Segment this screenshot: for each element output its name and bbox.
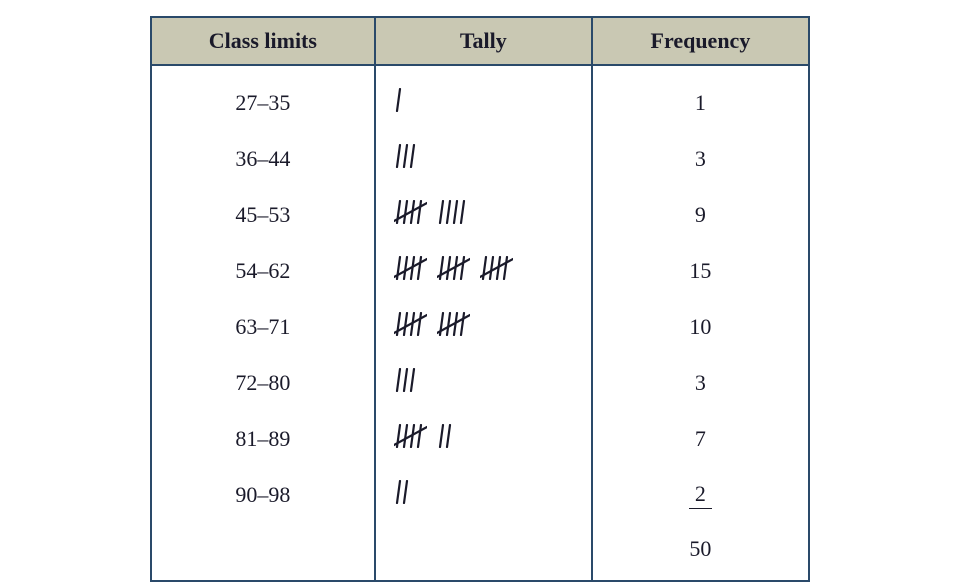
- tally-marks: [394, 368, 420, 392]
- table-row: 27–35 1: [151, 65, 809, 131]
- header-class-limits: Class limits: [151, 17, 375, 65]
- tally-marks: [394, 88, 406, 112]
- class-limits-cell: 72–80: [151, 355, 375, 411]
- empty-cell: [151, 523, 375, 581]
- tally-marks: [394, 312, 470, 336]
- table-row: 36–44 3: [151, 131, 809, 187]
- class-limits-cell: 90–98: [151, 467, 375, 523]
- tally-cell: [375, 411, 592, 467]
- table-row: 54–62 15: [151, 243, 809, 299]
- tally-cell: [375, 243, 592, 299]
- tally-cell: [375, 355, 592, 411]
- frequency-cell: 10: [592, 299, 809, 355]
- class-limits-cell: 45–53: [151, 187, 375, 243]
- table-total-row: 50: [151, 523, 809, 581]
- frequency-cell: 3: [592, 355, 809, 411]
- frequency-value-underlined: 2: [689, 481, 712, 509]
- table-row: 45–53 9: [151, 187, 809, 243]
- table-row: 63–71 10: [151, 299, 809, 355]
- header-tally: Tally: [375, 17, 592, 65]
- empty-cell: [375, 523, 592, 581]
- frequency-total-cell: 50: [592, 523, 809, 581]
- frequency-table: Class limits Tally Frequency 27–35136–44…: [150, 16, 810, 582]
- class-limits-cell: 27–35: [151, 65, 375, 131]
- tally-marks: [394, 256, 513, 280]
- class-limits-cell: 81–89: [151, 411, 375, 467]
- frequency-cell: 15: [592, 243, 809, 299]
- table-body: 27–35136–44345–53954–621563–711072–80381…: [151, 65, 809, 581]
- frequency-cell: 1: [592, 65, 809, 131]
- tally-marks: [394, 424, 456, 448]
- table-row: 81–89 7: [151, 411, 809, 467]
- table-row: 90–98 2: [151, 467, 809, 523]
- frequency-cell: 3: [592, 131, 809, 187]
- class-limits-cell: 63–71: [151, 299, 375, 355]
- tally-cell: [375, 187, 592, 243]
- tally-marks: [394, 200, 470, 224]
- class-limits-cell: 54–62: [151, 243, 375, 299]
- frequency-cell: 2: [592, 467, 809, 523]
- frequency-cell: 9: [592, 187, 809, 243]
- tally-marks: [394, 480, 413, 504]
- class-limits-cell: 36–44: [151, 131, 375, 187]
- tally-cell: [375, 467, 592, 523]
- tally-cell: [375, 131, 592, 187]
- table-row: 72–80 3: [151, 355, 809, 411]
- tally-marks: [394, 144, 420, 168]
- frequency-cell: 7: [592, 411, 809, 467]
- tally-cell: [375, 65, 592, 131]
- tally-cell: [375, 299, 592, 355]
- header-frequency: Frequency: [592, 17, 809, 65]
- table-header-row: Class limits Tally Frequency: [151, 17, 809, 65]
